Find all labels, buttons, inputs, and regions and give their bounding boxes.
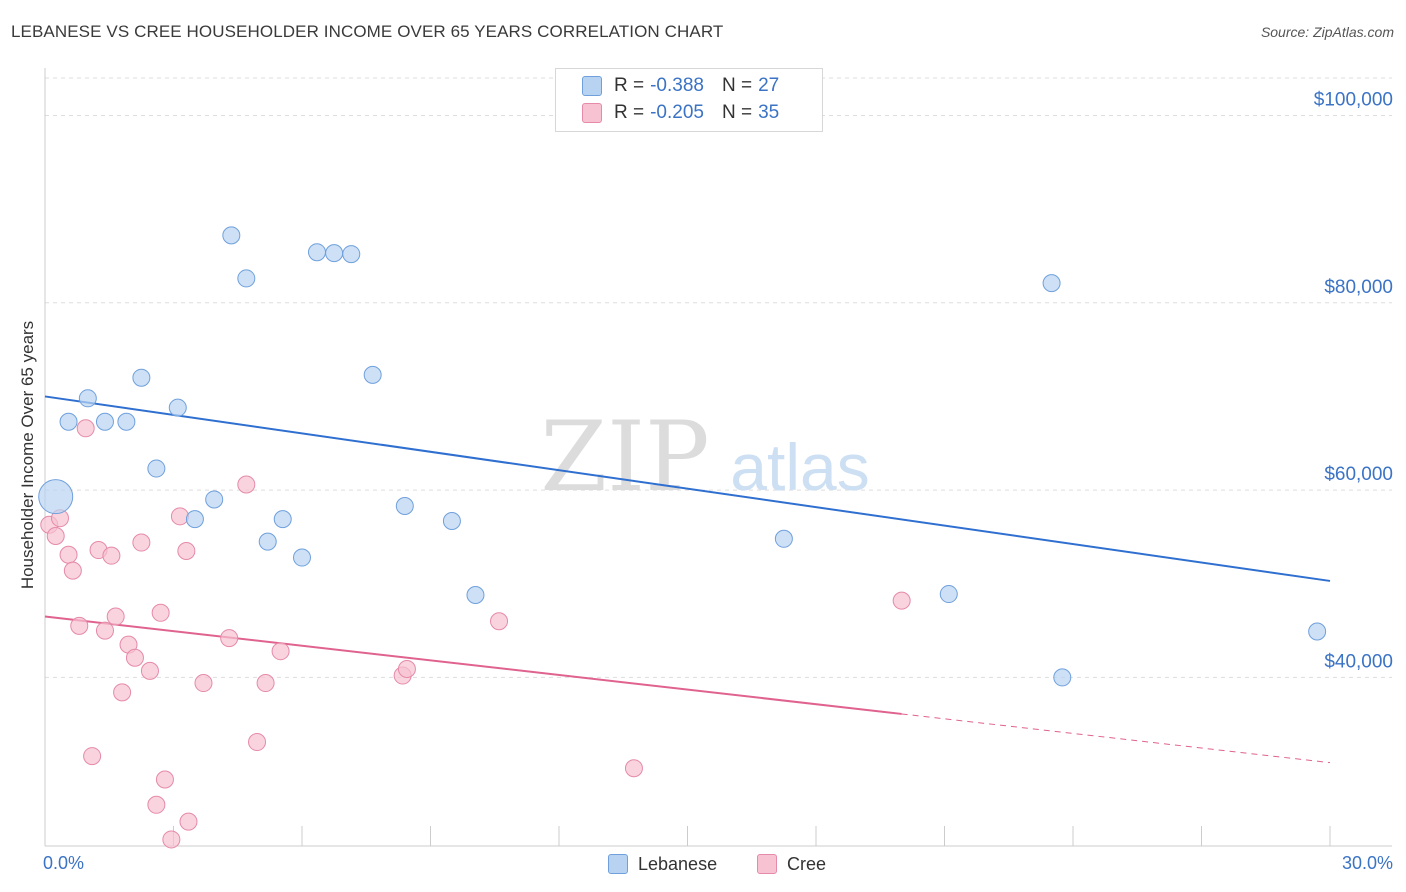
lebanese-point	[395, 497, 414, 516]
lebanese-point	[466, 585, 485, 604]
lebanese-point	[325, 244, 344, 263]
lebanese-point	[442, 512, 461, 531]
y-tick-label: $40,000	[1324, 651, 1393, 672]
bottom-legend-lebanese: Lebanese	[608, 852, 717, 876]
cree-point	[271, 642, 290, 661]
lebanese-point	[95, 412, 114, 431]
lebanese-label: Lebanese	[638, 853, 718, 874]
cree-point	[170, 507, 189, 526]
cree-point	[194, 674, 213, 693]
cree-point	[177, 541, 196, 560]
tick-labels: $40,000 $60,000 $80,000 $100,000 0.0% 30.0%	[43, 89, 1393, 873]
cree-point	[106, 607, 125, 626]
cree-point	[892, 591, 911, 610]
lebanese-point	[185, 510, 204, 529]
lebanese-point	[1042, 274, 1061, 293]
lebanese-point	[237, 269, 256, 288]
correlation-legend: R = -0.388 N = 27 R = -0.205 N = 35	[555, 68, 823, 132]
r-value: -0.388	[650, 75, 704, 96]
cree-point	[624, 759, 643, 778]
n-label: N =	[721, 102, 753, 123]
chart-title: LEBANESE VS CREE HOUSEHOLDER INCOME OVER…	[11, 22, 724, 41]
lebanese-point	[273, 510, 292, 529]
cree-point	[63, 561, 82, 580]
lebanese-point	[307, 243, 326, 262]
cree-point	[151, 603, 170, 622]
cree-point	[162, 830, 181, 849]
lebanese-swatch	[608, 854, 628, 874]
cree-point	[46, 526, 65, 545]
lebanese-swatch	[582, 76, 602, 96]
cree-point	[125, 648, 144, 667]
lebanese-point	[363, 365, 382, 384]
cree-point	[140, 661, 159, 680]
cree-point	[76, 419, 95, 438]
lebanese-point	[939, 585, 958, 604]
cree-point	[220, 629, 239, 648]
axes	[44, 68, 1392, 847]
lebanese-point	[205, 490, 224, 509]
n-value: 27	[758, 75, 780, 96]
cree-point	[248, 733, 267, 752]
cree-label: Cree	[787, 853, 827, 874]
lebanese-point	[78, 389, 97, 408]
lebanese-point	[38, 479, 74, 515]
r-label: R =	[614, 75, 645, 96]
lebanese-point	[293, 548, 311, 567]
lebanese-point	[132, 368, 151, 387]
x-tick-label: 0.0%	[43, 853, 84, 873]
legend-row-cree: R = -0.205 N = 35	[582, 101, 779, 125]
bottom-legend-cree: Cree	[757, 852, 826, 876]
cree-point	[256, 674, 275, 693]
cree-trend-line	[44, 615, 902, 715]
cree-swatch	[757, 854, 777, 874]
lebanese-point	[258, 532, 277, 551]
cree-point	[95, 621, 114, 640]
lebanese-point	[147, 459, 166, 478]
cree-point	[102, 546, 121, 565]
lebanese-point	[117, 412, 136, 431]
y-tick-label: $60,000	[1324, 464, 1393, 485]
n-label: N =	[721, 75, 753, 96]
trend-lines	[44, 395, 1331, 764]
y-tick-label: $80,000	[1324, 277, 1393, 298]
cree-swatch	[582, 103, 602, 123]
cree-point	[132, 533, 151, 552]
lebanese-point	[774, 529, 793, 548]
lebanese-point	[222, 226, 241, 245]
y-axis-label: Householder Income Over 65 years	[18, 321, 37, 589]
watermark-atlas: atlas	[730, 430, 869, 504]
r-value: -0.205	[650, 102, 704, 123]
lebanese-point	[1053, 668, 1072, 687]
y-tick-label: $100,000	[1314, 89, 1393, 110]
cree-point	[83, 747, 102, 766]
r-label: R =	[614, 102, 645, 123]
grid-lines	[45, 77, 1392, 678]
lebanese-trend-line	[44, 395, 1331, 582]
watermark: ZIP atlas	[540, 401, 869, 513]
data-points	[38, 226, 1327, 849]
lebanese-point	[1308, 622, 1327, 641]
cree-trend-line-extension	[901, 713, 1331, 764]
cree-point	[70, 616, 89, 635]
lebanese-point	[59, 412, 78, 431]
cree-point	[147, 795, 166, 814]
cree-point	[179, 812, 198, 831]
x-tick-label: 30.0%	[1342, 853, 1393, 873]
cree-point	[155, 770, 174, 789]
n-value: 35	[758, 102, 780, 123]
source-credit: Source: ZipAtlas.com	[1260, 24, 1394, 40]
cree-point	[490, 612, 509, 631]
lebanese-point	[168, 398, 187, 417]
cree-point	[113, 683, 132, 702]
cree-point	[397, 659, 416, 678]
cree-point	[59, 545, 78, 564]
cree-point	[237, 475, 256, 494]
legend-row-lebanese: R = -0.388 N = 27	[582, 74, 779, 98]
watermark-zip: ZIP	[540, 401, 709, 513]
lebanese-point	[342, 245, 361, 264]
